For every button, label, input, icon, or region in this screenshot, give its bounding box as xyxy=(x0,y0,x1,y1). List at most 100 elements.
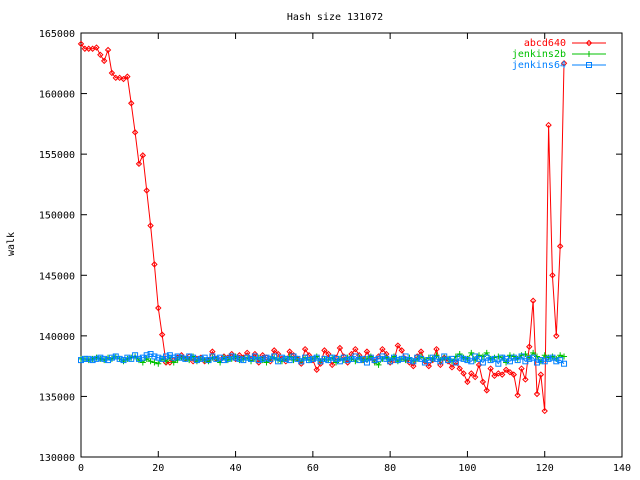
data-point xyxy=(77,40,85,48)
data-point xyxy=(530,354,537,361)
data-point xyxy=(506,358,513,365)
legend-label: abcd640 xyxy=(524,38,566,49)
data-point xyxy=(553,358,560,365)
data-point xyxy=(313,366,320,373)
plot-frame xyxy=(80,32,623,458)
data-point xyxy=(278,354,285,361)
legend-entry: jenkins2b xyxy=(512,49,606,60)
data-point xyxy=(97,354,104,361)
data-point xyxy=(487,357,494,364)
series-line xyxy=(80,353,565,365)
legend-label: jenkins2b xyxy=(512,49,566,60)
data-point xyxy=(360,355,367,362)
x-tick-label: 140 xyxy=(613,463,631,474)
data-point xyxy=(556,243,564,250)
data-point xyxy=(441,353,448,360)
data-point xyxy=(585,39,593,47)
data-point xyxy=(317,360,324,367)
data-point xyxy=(85,355,92,362)
data-point xyxy=(560,60,568,67)
data-point xyxy=(93,355,100,362)
y-tick-label: 150000 xyxy=(39,211,75,222)
axes: 0 20 40 60 80 100 120 140 130000 135000 140000 1450… xyxy=(39,29,631,474)
data-point xyxy=(131,129,139,136)
data-point xyxy=(158,331,166,338)
data-point xyxy=(402,353,409,360)
data-point xyxy=(483,387,490,394)
data-point xyxy=(537,357,544,364)
data-point xyxy=(329,354,336,361)
data-point xyxy=(506,368,514,376)
data-point xyxy=(472,357,479,364)
data-point xyxy=(108,69,116,77)
data-point xyxy=(479,378,487,386)
data-point xyxy=(275,358,282,365)
data-point xyxy=(549,272,556,279)
data-point xyxy=(518,353,525,360)
data-point xyxy=(526,343,533,350)
data-point xyxy=(143,187,150,194)
data-point xyxy=(491,372,498,380)
data-point xyxy=(228,353,235,360)
chart-title: Hash size 131072 xyxy=(287,12,383,23)
data-point xyxy=(155,354,162,361)
data-point xyxy=(371,357,378,364)
data-point xyxy=(336,344,344,352)
data-point xyxy=(518,365,525,372)
x-tick-label: 40 xyxy=(230,463,242,474)
data-point xyxy=(143,355,150,362)
data-point xyxy=(460,370,467,377)
data-point xyxy=(313,354,320,361)
data-point xyxy=(155,360,162,367)
data-point xyxy=(197,355,204,362)
data-point xyxy=(410,358,417,365)
y-tick-label: 160000 xyxy=(39,90,75,101)
data-point xyxy=(135,355,142,362)
data-point xyxy=(128,355,135,362)
data-point xyxy=(259,355,266,362)
data-point xyxy=(108,354,115,361)
data-point xyxy=(561,360,568,367)
data-point xyxy=(541,352,548,359)
data-point xyxy=(398,347,405,354)
data-point xyxy=(220,357,227,364)
data-point xyxy=(456,351,463,358)
data-point xyxy=(479,359,486,366)
data-point xyxy=(263,354,270,361)
data-point xyxy=(471,373,479,381)
data-point xyxy=(379,345,386,353)
data-point xyxy=(100,57,108,65)
data-point xyxy=(213,355,220,362)
data-point xyxy=(495,360,502,367)
y-tick-label: 140000 xyxy=(39,332,75,343)
data-point xyxy=(402,357,409,364)
data-point xyxy=(132,352,139,359)
legend-entry: abcd640 xyxy=(524,38,606,49)
legend-entry: jenkins64 xyxy=(512,60,606,71)
data-point xyxy=(186,353,193,360)
data-point xyxy=(510,371,518,378)
data-point xyxy=(298,358,305,365)
x-tick-label: 0 xyxy=(78,463,84,474)
data-point xyxy=(553,332,560,340)
data-point xyxy=(502,366,510,373)
data-point xyxy=(468,358,475,365)
y-tick-label: 135000 xyxy=(39,392,75,403)
data-point xyxy=(301,345,309,353)
data-point xyxy=(298,360,305,367)
data-point xyxy=(104,46,112,54)
data-point xyxy=(363,355,370,362)
data-point xyxy=(309,355,316,362)
data-point xyxy=(464,357,471,364)
data-point xyxy=(433,345,440,353)
data-point xyxy=(271,353,278,360)
data-point xyxy=(135,160,143,168)
data-point xyxy=(522,376,529,383)
data-point xyxy=(290,357,297,364)
data-point xyxy=(116,355,123,362)
legend-label: jenkins64 xyxy=(512,60,566,71)
data-point xyxy=(586,51,592,57)
data-point xyxy=(128,100,135,107)
x-tick-label: 80 xyxy=(384,463,396,474)
